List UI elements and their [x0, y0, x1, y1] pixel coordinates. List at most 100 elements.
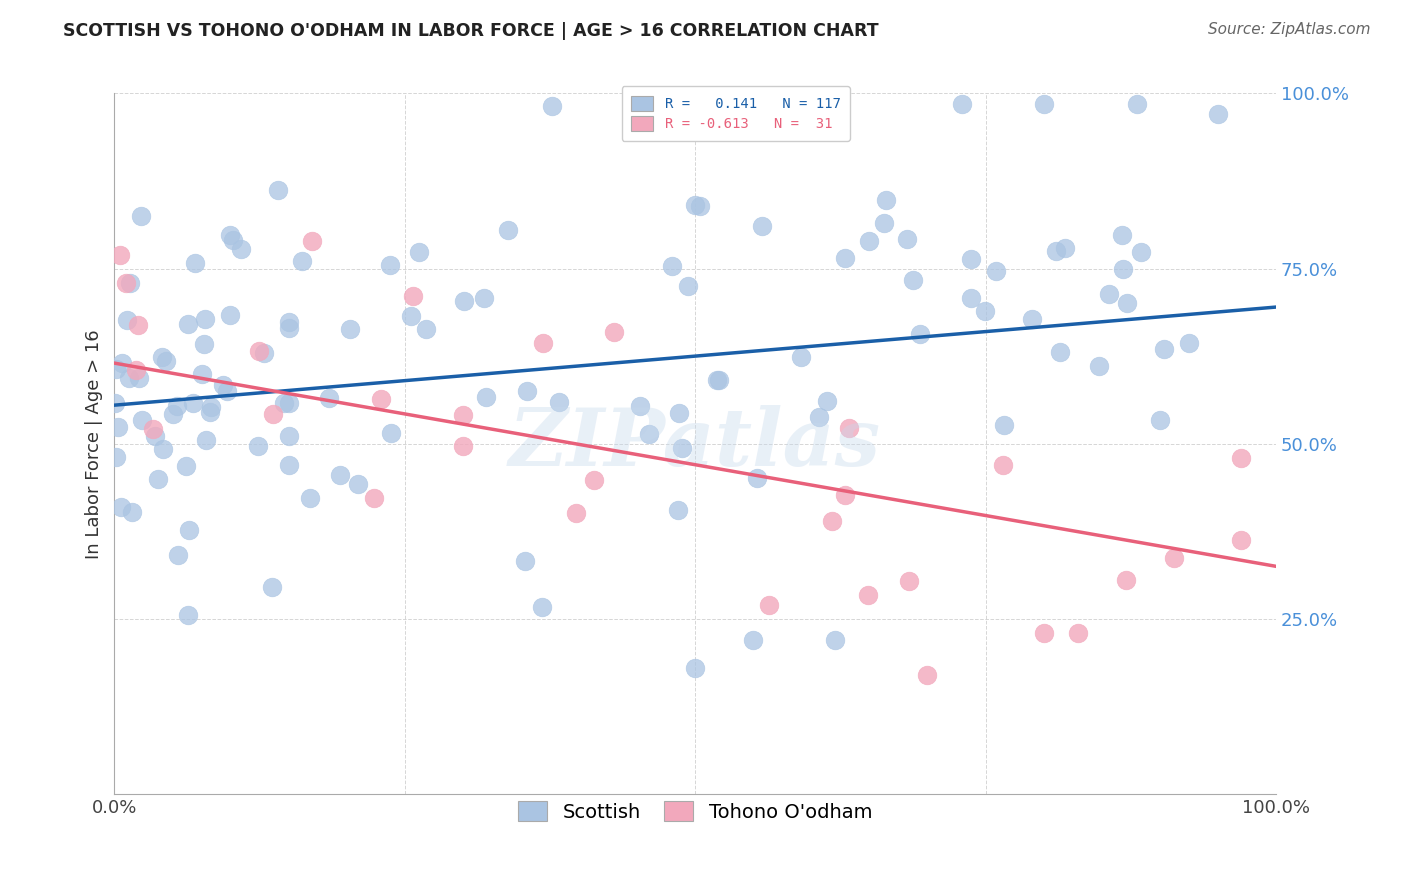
Point [166, 399, 188, 413]
Point [115, 276, 138, 290]
Point [1149, 413, 1171, 427]
Point [105, 450, 128, 465]
Point [150, 350, 173, 364]
Point [564, 506, 586, 520]
Point [1112, 261, 1135, 276]
Point [671, 442, 693, 456]
Point [821, 514, 844, 528]
Point [707, 372, 730, 386]
Point [991, 458, 1014, 472]
Point [347, 476, 370, 491]
Point [298, 491, 321, 505]
Point [399, 309, 422, 323]
Point [1115, 573, 1137, 587]
Point [222, 233, 245, 247]
Point [758, 598, 780, 612]
Point [262, 407, 284, 421]
Point [215, 384, 238, 398]
Point [973, 303, 995, 318]
Point [181, 395, 204, 409]
Point [856, 588, 879, 602]
Point [117, 371, 139, 385]
Point [266, 183, 288, 197]
Point [111, 356, 134, 370]
Point [751, 219, 773, 234]
Point [1163, 551, 1185, 566]
Point [1178, 335, 1201, 350]
Text: SCOTTISH VS TOHONO O'ODHAM IN LABOR FORCE | AGE > 16 CORRELATION CHART: SCOTTISH VS TOHONO O'ODHAM IN LABOR FORC… [63, 22, 879, 40]
Point [896, 232, 918, 246]
Point [815, 393, 838, 408]
Point [834, 251, 856, 265]
Point [950, 96, 973, 111]
Point [1032, 626, 1054, 640]
Point [451, 439, 474, 453]
Point [1229, 533, 1251, 547]
Point [1153, 343, 1175, 357]
Point [1130, 244, 1153, 259]
Point [177, 523, 200, 537]
Point [453, 293, 475, 308]
Point [120, 276, 142, 290]
Y-axis label: In Labor Force | Age > 16: In Labor Force | Age > 16 [86, 329, 103, 558]
Point [873, 216, 896, 230]
Point [142, 422, 165, 436]
Point [246, 439, 269, 453]
Point [107, 420, 129, 434]
Point [110, 247, 132, 261]
Point [277, 315, 299, 329]
Point [162, 407, 184, 421]
Point [212, 378, 235, 392]
Point [408, 245, 430, 260]
Point [513, 554, 536, 568]
Point [858, 234, 880, 248]
Point [380, 259, 402, 273]
Point [472, 291, 495, 305]
Point [273, 396, 295, 410]
Point [1098, 287, 1121, 301]
Point [676, 279, 699, 293]
Point [370, 392, 392, 407]
Point [917, 668, 939, 682]
Point [1021, 312, 1043, 326]
Point [231, 242, 253, 256]
Point [1116, 296, 1139, 310]
Point [1087, 359, 1109, 373]
Point [603, 325, 626, 339]
Point [1111, 227, 1133, 242]
Point [380, 426, 402, 441]
Point [897, 574, 920, 588]
Point [415, 321, 437, 335]
Point [745, 470, 768, 484]
Point [152, 442, 174, 457]
Point [194, 433, 217, 447]
Point [475, 390, 498, 404]
Point [253, 346, 276, 360]
Point [155, 354, 177, 368]
Point [219, 227, 242, 242]
Point [143, 429, 166, 443]
Point [219, 308, 242, 322]
Point [993, 417, 1015, 432]
Point [498, 223, 520, 237]
Text: ZIPatlas: ZIPatlas [509, 405, 882, 483]
Point [260, 580, 283, 594]
Point [908, 327, 931, 342]
Point [200, 401, 222, 415]
Point [530, 600, 553, 615]
Point [177, 317, 200, 331]
Point [683, 661, 706, 675]
Point [339, 322, 361, 336]
Point [291, 254, 314, 268]
Point [277, 429, 299, 443]
Point [986, 264, 1008, 278]
Point [531, 336, 554, 351]
Point [901, 272, 924, 286]
Point [638, 427, 661, 442]
Point [1206, 107, 1229, 121]
Point [129, 209, 152, 223]
Point [127, 318, 149, 332]
Point [174, 458, 197, 473]
Point [1049, 345, 1071, 359]
Point [301, 234, 323, 248]
